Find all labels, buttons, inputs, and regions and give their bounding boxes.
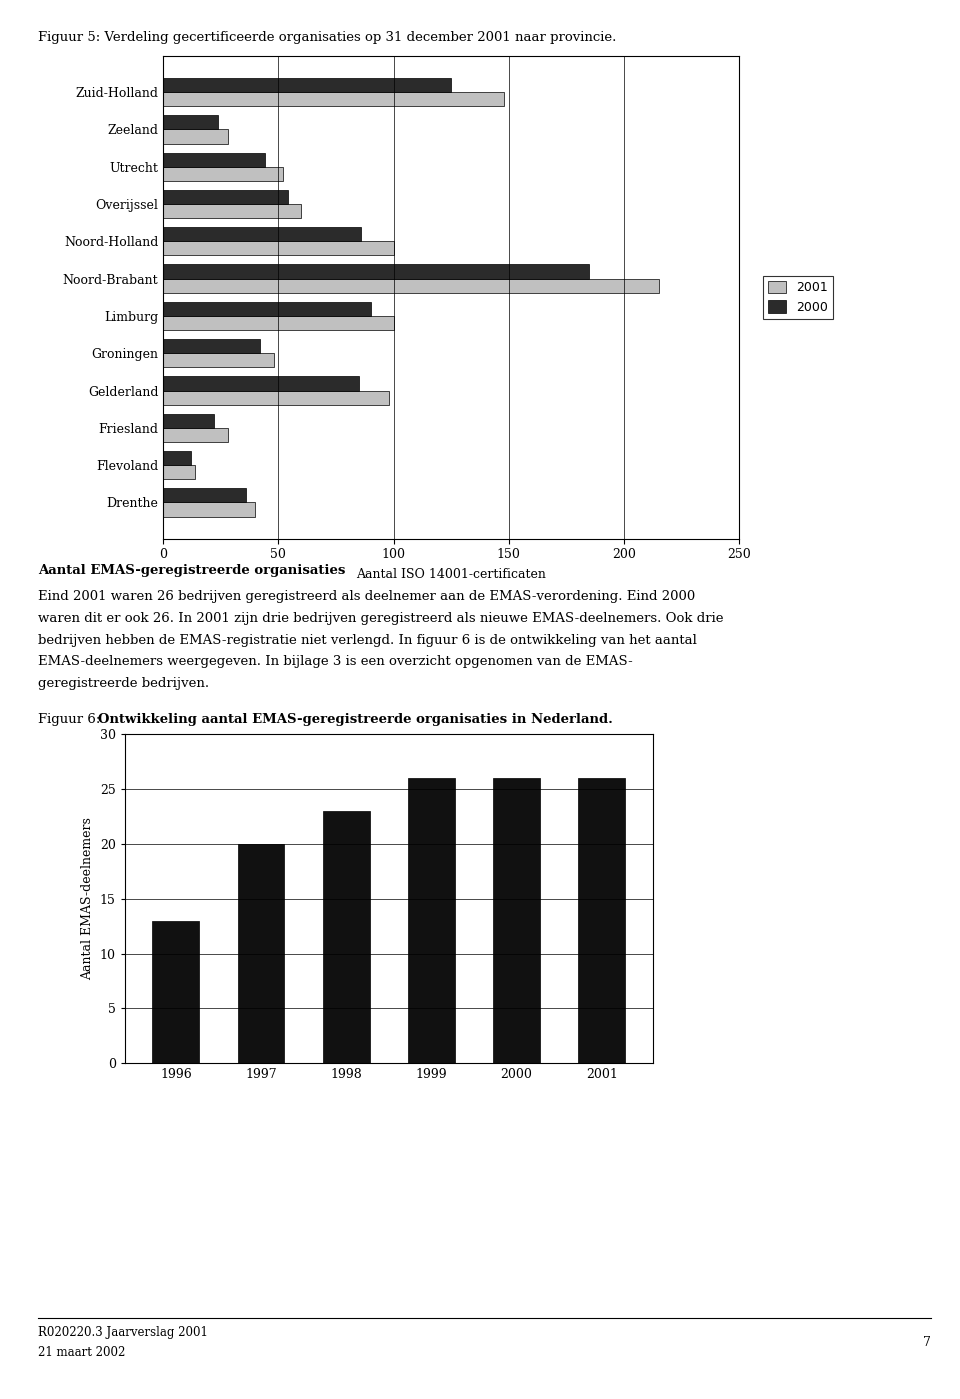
Bar: [163, 190, 288, 204]
Bar: [163, 502, 255, 516]
Y-axis label: Aantal EMAS-deelnemers: Aantal EMAS-deelnemers: [82, 817, 94, 981]
Text: EMAS-deelnemers weergegeven. In bijlage 3 is een overzicht opgenomen van de EMAS: EMAS-deelnemers weergegeven. In bijlage …: [38, 655, 634, 669]
Bar: [163, 316, 394, 330]
Text: R020220.3 Jaarverslag 2001: R020220.3 Jaarverslag 2001: [38, 1326, 208, 1339]
Bar: [163, 339, 260, 354]
Bar: [408, 778, 455, 1063]
Bar: [163, 241, 394, 256]
Bar: [163, 466, 196, 480]
Text: Eind 2001 waren 26 bedrijven geregistreerd als deelnemer aan de EMAS-verordening: Eind 2001 waren 26 bedrijven geregistree…: [38, 590, 696, 603]
Bar: [163, 354, 274, 368]
Bar: [493, 778, 540, 1063]
Legend: 2001, 2000: 2001, 2000: [763, 276, 833, 319]
Bar: [163, 488, 246, 502]
Text: Figuur 5: Verdeling gecertificeerde organisaties op 31 december 2001 naar provin: Figuur 5: Verdeling gecertificeerde orga…: [38, 31, 616, 43]
Bar: [163, 376, 359, 390]
Text: 7: 7: [924, 1336, 931, 1349]
Bar: [163, 450, 191, 466]
Bar: [163, 204, 301, 218]
Text: waren dit er ook 26. In 2001 zijn drie bedrijven geregistreerd als nieuwe EMAS-d: waren dit er ook 26. In 2001 zijn drie b…: [38, 613, 724, 625]
Bar: [238, 844, 284, 1063]
Bar: [163, 78, 451, 92]
Text: geregistreerde bedrijven.: geregistreerde bedrijven.: [38, 677, 209, 690]
Bar: [163, 264, 589, 278]
Text: Aantal EMAS-geregistreerde organisaties: Aantal EMAS-geregistreerde organisaties: [38, 564, 346, 576]
Bar: [163, 129, 228, 144]
Bar: [163, 302, 371, 316]
Text: bedrijven hebben de EMAS-registratie niet verlengd. In figuur 6 is de ontwikkeli: bedrijven hebben de EMAS-registratie nie…: [38, 634, 697, 646]
Bar: [153, 921, 200, 1063]
Bar: [163, 428, 228, 442]
Bar: [163, 166, 283, 180]
Bar: [163, 390, 389, 404]
Bar: [163, 227, 361, 241]
Bar: [163, 92, 504, 106]
Text: Figuur 6:: Figuur 6:: [38, 713, 105, 726]
Bar: [163, 115, 219, 129]
Bar: [578, 778, 625, 1063]
Bar: [163, 278, 659, 292]
X-axis label: Aantal ISO 14001-certificaten: Aantal ISO 14001-certificaten: [356, 568, 546, 581]
Text: Ontwikkeling aantal EMAS-geregistreerde organisaties in Nederland.: Ontwikkeling aantal EMAS-geregistreerde …: [98, 713, 612, 726]
Bar: [163, 414, 214, 428]
Bar: [323, 811, 370, 1063]
Text: 21 maart 2002: 21 maart 2002: [38, 1346, 126, 1358]
Bar: [163, 152, 265, 166]
